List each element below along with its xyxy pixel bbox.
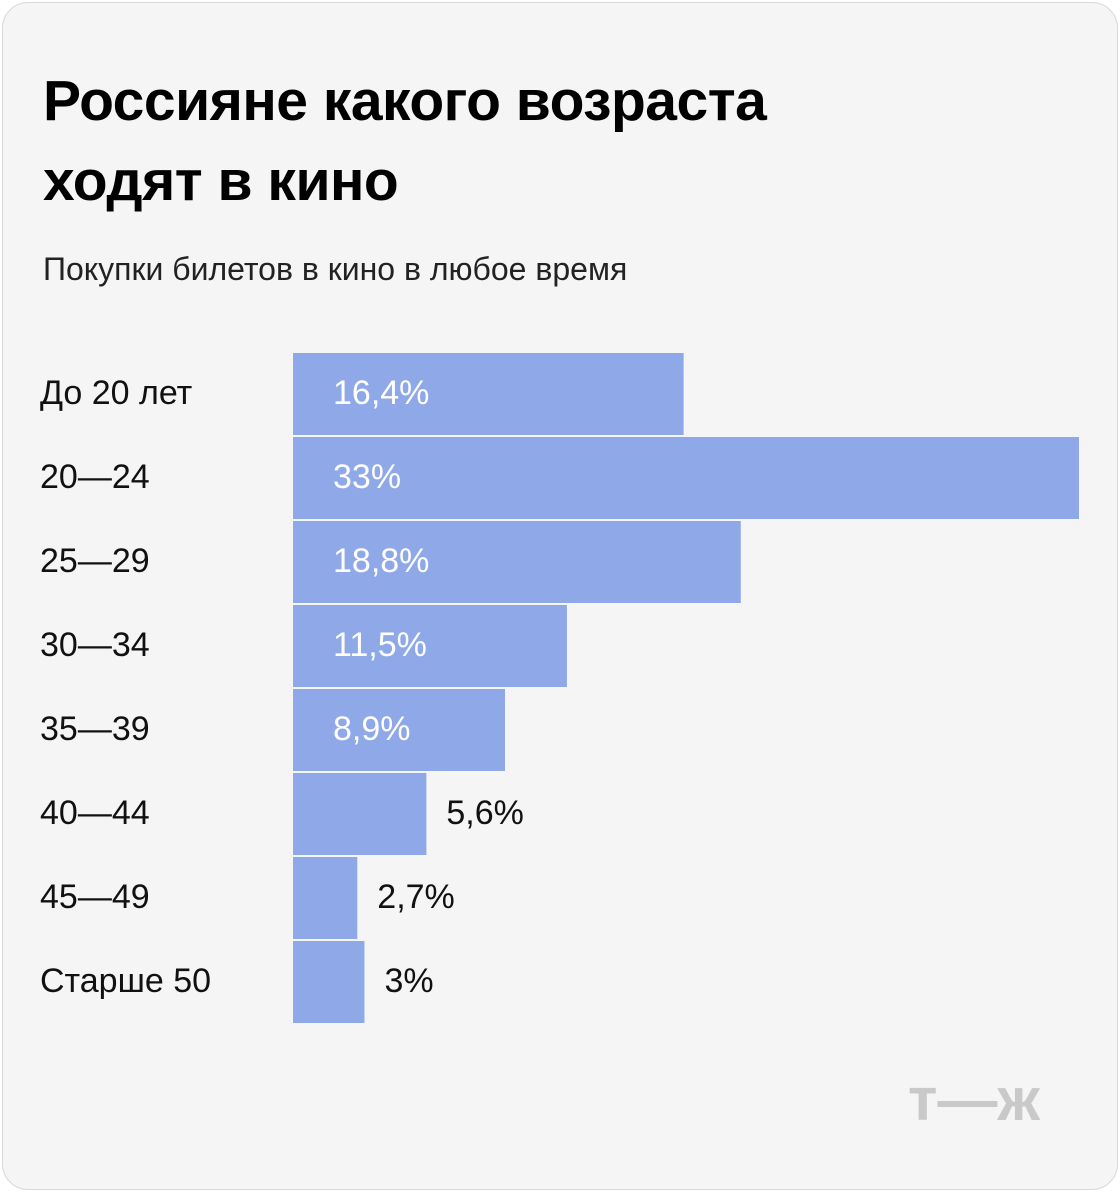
bar bbox=[293, 437, 1079, 519]
bar bbox=[293, 941, 365, 1023]
logo: т—ж bbox=[908, 1066, 1040, 1133]
bar bbox=[293, 773, 427, 855]
y-tick-label: 20—24 bbox=[40, 458, 150, 496]
value-label: 2,7% bbox=[377, 878, 455, 916]
value-label: 33% bbox=[333, 458, 401, 496]
value-label: 18,8% bbox=[333, 542, 429, 580]
bar bbox=[293, 521, 741, 603]
value-label: 5,6% bbox=[446, 794, 524, 832]
y-tick-label: 40—44 bbox=[40, 794, 150, 832]
bar bbox=[293, 353, 684, 435]
y-tick-label: 30—34 bbox=[40, 626, 150, 664]
y-tick-label: Старше 50 bbox=[40, 962, 211, 1000]
y-tick-label: До 20 лет bbox=[40, 374, 192, 412]
chart-title: Россияне какого возраста ходят в кино bbox=[43, 69, 767, 213]
value-label: 11,5% bbox=[333, 626, 427, 664]
value-label: 8,9% bbox=[333, 710, 411, 748]
y-tick-label: 45—49 bbox=[40, 878, 150, 916]
bar bbox=[293, 689, 505, 771]
bar bbox=[293, 857, 358, 939]
y-tick-label: 25—29 bbox=[40, 542, 150, 580]
value-label: 3% bbox=[384, 962, 433, 1000]
y-tick-label: 35—39 bbox=[40, 710, 150, 748]
value-label: 16,4% bbox=[333, 374, 429, 412]
bar bbox=[293, 605, 567, 687]
chart-subtitle: Покупки билетов в кино в любое время bbox=[43, 251, 628, 287]
